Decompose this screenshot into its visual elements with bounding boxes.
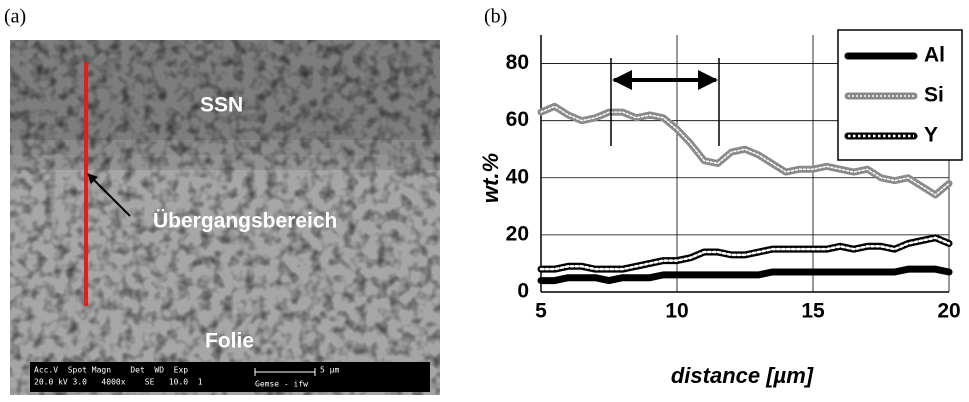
x-tick-label: 20 [937,300,960,323]
series-line-pattern [540,105,950,196]
legend-label: Y [924,124,938,147]
y-tick-label: 20 [506,222,529,245]
info-text: 5 µm [320,366,339,375]
panel-label: (b) [484,6,507,28]
annotation [610,58,720,146]
info-text: Gemse - ifw [255,380,308,389]
x-tick-label: 5 [535,300,547,323]
legend-label: Al [924,44,945,67]
info-text: Acc.V Spot Magn Det WD Exp [34,366,188,375]
region-label: Folie [205,330,254,353]
panel-label: (a) [4,6,26,28]
y-tick-label: 0 [517,280,529,303]
x-axis-label: distance [µm] [671,363,814,388]
series-line [537,234,953,273]
y-tick-label: 40 [506,165,529,188]
x-tick-label: 10 [665,300,688,323]
region-label: SSN [200,94,243,117]
x-tick-label: 15 [801,300,825,323]
region-label: Übergangsbereich [153,210,337,233]
y-tick-label: 60 [506,108,529,131]
series-line-pattern [539,236,951,271]
plot-area [537,35,953,293]
legend-label: Si [924,84,944,107]
series-line [537,265,953,285]
y-tick-label: 80 [506,51,529,74]
y-axis-label: wt.% [478,153,503,203]
sem-image [10,40,440,395]
info-text: 20.0 kV 3.0 4000x SE 10.0 1 [34,378,203,387]
